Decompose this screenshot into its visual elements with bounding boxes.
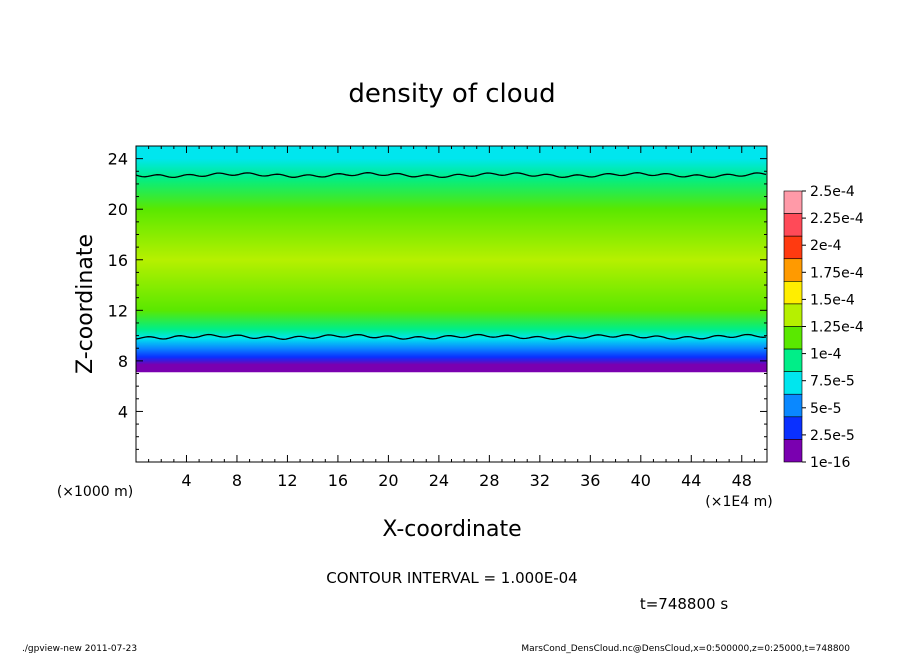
x-tick-label: 20 [378, 471, 398, 490]
colorbar-swatch [783, 258, 803, 282]
x-tick-label: 8 [232, 471, 242, 490]
x-tick-label: 32 [530, 471, 550, 490]
chart-title: density of cloud [348, 79, 555, 109]
x-tick-label: 48 [732, 471, 752, 490]
colorbar-label: 2.5e-5 [810, 428, 855, 444]
colorbar-swatch [783, 439, 803, 463]
colorbar-label: 1.75e-4 [810, 265, 864, 281]
contour-lines [136, 172, 767, 340]
colorbar-swatch [783, 213, 803, 237]
y-tick-label: 16 [108, 251, 128, 270]
x-tick-label: 36 [580, 471, 600, 490]
x-tick-label: 28 [479, 471, 499, 490]
colorbar-swatch [783, 303, 803, 327]
colorbar-swatch [783, 393, 803, 418]
colorbar-swatch [783, 235, 803, 260]
contour-interval-text: CONTOUR INTERVAL = 1.000E-04 [326, 569, 577, 587]
x-tick-label: 12 [277, 471, 297, 490]
colorbar-label: 1.25e-4 [810, 320, 864, 336]
y-axis-title: Z-coordinate [73, 234, 98, 374]
colorbar-label: 2e-4 [810, 238, 842, 254]
y-tick-label: 8 [118, 352, 128, 371]
y-unit-label: (×1000 m) [57, 484, 133, 500]
colorbar-swatch [783, 348, 803, 372]
colorbar: 2.5e-4 2.25e-4 2e-4 1.75e-4 1.5e-4 1.25e-4 1e-… [783, 184, 864, 471]
x-tick-label: 44 [681, 471, 701, 490]
x-tick-label: 40 [631, 471, 651, 490]
x-axis-ticks: 4 8 12 16 20 24 28 32 36 40 44 48 [148, 146, 755, 490]
density-field [136, 146, 767, 373]
y-axis-ticks: 4 8 12 16 20 24 [108, 150, 767, 450]
colorbar-label: 1e-16 [810, 455, 850, 471]
colorbar-label: 2.25e-4 [810, 211, 864, 227]
x-axis-title: X-coordinate [382, 517, 521, 542]
contour-line [136, 172, 767, 179]
footer-right: MarsCond_DensCloud.nc@DensCloud,x=0:5000… [521, 644, 850, 654]
footer-left: ./gpview-new 2011-07-23 [22, 644, 137, 654]
x-tick-label: 16 [328, 471, 348, 490]
x-tick-label: 24 [429, 471, 449, 490]
y-tick-label: 4 [118, 402, 128, 421]
colorbar-swatch [783, 190, 803, 214]
colorbar-swatches [783, 190, 803, 463]
time-label: t=748800 s [640, 595, 728, 613]
y-tick-label: 12 [108, 301, 128, 320]
colorbar-label: 1.5e-4 [810, 292, 855, 308]
colorbar-swatch [783, 371, 803, 395]
colorbar-label: 2.5e-4 [810, 184, 855, 200]
x-tick-label: 4 [181, 471, 191, 490]
colorbar-swatch [783, 326, 803, 350]
colorbar-label: 1e-4 [810, 347, 842, 363]
contour-line [136, 333, 767, 340]
y-tick-label: 20 [108, 200, 128, 219]
x-unit-label: (×1E4 m) [705, 494, 772, 510]
colorbar-swatch [783, 281, 803, 305]
colorbar-label: 7.5e-5 [810, 374, 855, 390]
colorbar-labels: 2.5e-4 2.25e-4 2e-4 1.75e-4 1.5e-4 1.25e-4 1e-… [802, 184, 864, 471]
y-tick-label: 24 [108, 150, 128, 169]
colorbar-swatch [783, 416, 803, 440]
colorbar-label: 5e-5 [810, 401, 841, 417]
